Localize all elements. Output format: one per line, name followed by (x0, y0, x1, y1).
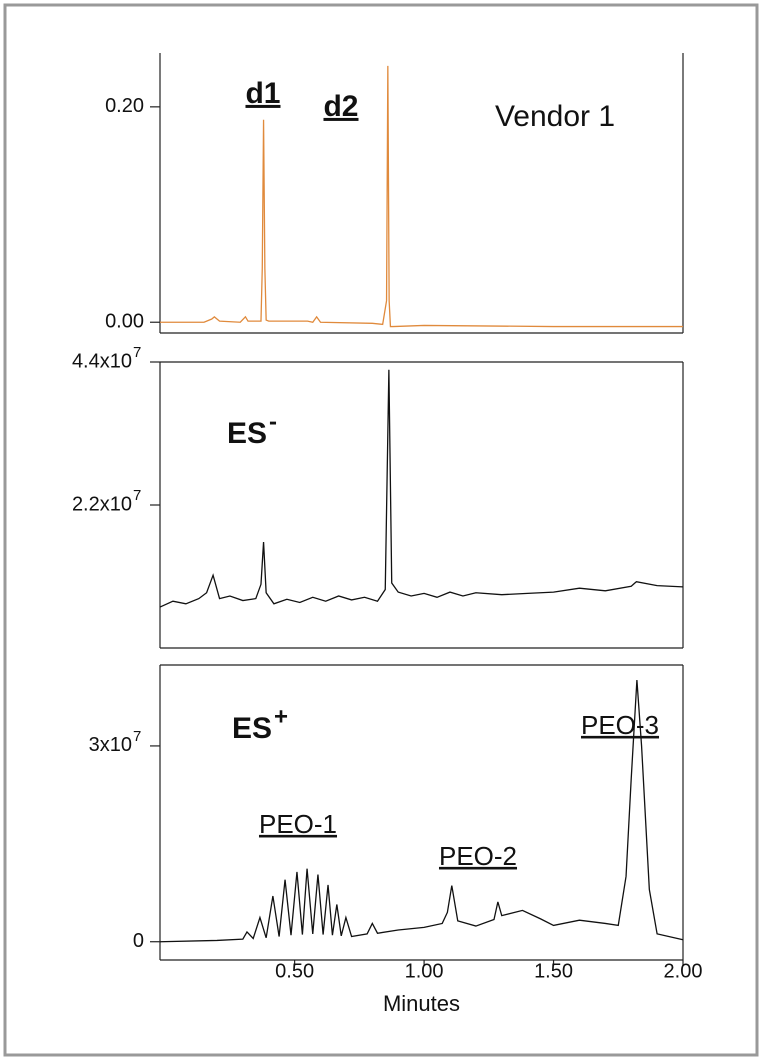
y-tick-exponent: 7 (133, 487, 141, 504)
y-tick-label: 4.4x10 (72, 350, 132, 372)
annotation: d2 (323, 90, 358, 123)
y-tick-label: 0.00 (105, 311, 144, 333)
annotation: PEO-1 (259, 809, 337, 839)
annotation: ES (232, 712, 272, 745)
x-tick-label: 1.50 (534, 960, 573, 982)
annotation: PEO-3 (581, 710, 659, 740)
annotation: ES (227, 417, 267, 450)
trace-line (159, 679, 684, 943)
annotation: Vendor 1 (495, 100, 615, 133)
x-tick-label: 1.00 (405, 960, 444, 982)
trace-line (160, 65, 683, 328)
annotation: PEO-2 (439, 841, 517, 871)
x-tick-label: 0.50 (275, 960, 314, 982)
y-tick-exponent: 7 (133, 344, 141, 361)
y-tick-exponent: 7 (133, 728, 141, 745)
annotation: d1 (245, 77, 280, 110)
y-tick-label: 3x10 (89, 734, 132, 756)
annotation-superscript: + (274, 703, 288, 730)
y-tick-label: 2.2x10 (72, 493, 132, 515)
trace-line (159, 369, 684, 608)
y-tick-label: 0.20 (105, 95, 144, 117)
outer-frame (3, 3, 759, 1057)
annotation-superscript: - (269, 408, 277, 435)
x-tick-label: 2.00 (664, 960, 703, 982)
y-tick-label: 0 (133, 930, 144, 952)
x-axis-label: Minutes (383, 991, 460, 1016)
